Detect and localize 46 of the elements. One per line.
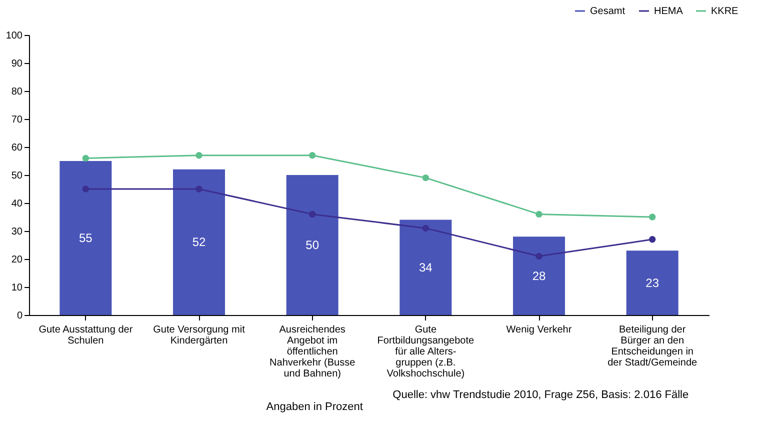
bar: [286, 175, 338, 315]
y-tick-label: 10: [11, 282, 23, 294]
legend-label: HEMA: [654, 6, 684, 17]
x-tick-label: Beteiligung der Bürger an den Entscheidungen in der Stadt/Gemeinde: [608, 324, 698, 368]
y-tick-label: 90: [11, 58, 23, 70]
y-tick-label: 80: [11, 86, 23, 98]
y-tick-label: 70: [11, 114, 23, 126]
x-tick-label: Gute Versorgung mit Kindergärten: [153, 324, 246, 346]
data-label: 34: [418, 260, 433, 274]
point: [82, 154, 90, 162]
point: [648, 236, 656, 243]
point: [196, 152, 202, 159]
data-label: 28: [532, 268, 546, 283]
data-label: 52: [192, 235, 206, 250]
y-tick-label: 50: [11, 170, 23, 182]
y-tick-label: 100: [6, 30, 23, 42]
point: [308, 210, 316, 218]
x-tick-label: Gute Fortbildungsangebote für alle Alters- gruppen (z.B. Volkshochschule): [377, 324, 474, 380]
bar: [400, 220, 452, 315]
point: [536, 252, 542, 260]
point: [196, 186, 202, 192]
source-note: Quelle: vhw Trendstudie 2010, Frage Z56, Basis: 2.016 Fälle: [392, 389, 689, 401]
point: [82, 186, 90, 192]
point: [308, 152, 316, 159]
bar: [626, 250, 678, 315]
y-tick-label: 30: [11, 226, 23, 238]
point: [422, 224, 430, 232]
y-tick-label: 0: [16, 310, 23, 322]
bar: [173, 169, 225, 315]
x-tick-label: Ausreichendes Angebot im öffentlichen Nahverkehr (Busse und Bahnen): [270, 324, 356, 380]
legend-label: Gesamt: [590, 6, 626, 17]
bar: [513, 236, 565, 315]
legend-label: KKRE: [711, 6, 739, 17]
point: [536, 210, 542, 218]
bar: [60, 161, 112, 315]
point: [422, 174, 430, 182]
data-label: 50: [306, 238, 320, 252]
text: Angaben in Prozent: [266, 401, 363, 413]
point: [648, 214, 656, 220]
x-tick-label: Gute Ausstattung der Schulen: [38, 324, 134, 346]
data-label: 55: [78, 231, 93, 245]
data-label: 23: [646, 276, 660, 290]
y-tick-label: 20: [11, 254, 23, 266]
x-tick-label: Wenig Verkehr: [506, 324, 572, 336]
y-tick-label: 60: [11, 142, 23, 154]
y-tick-label: 40: [11, 198, 23, 210]
